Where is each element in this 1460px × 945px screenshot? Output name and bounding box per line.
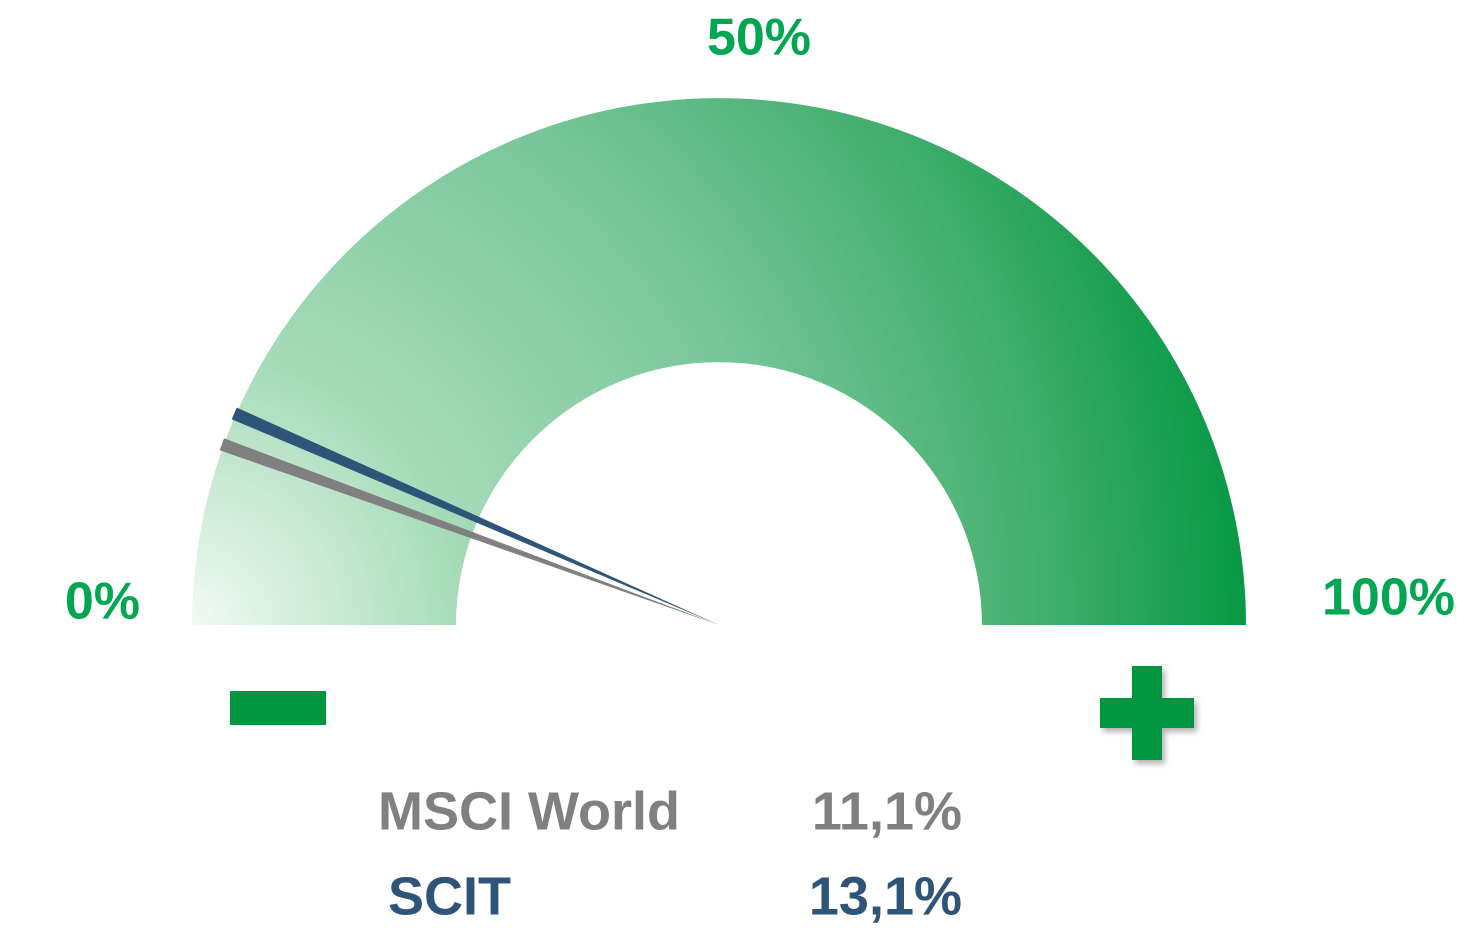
needle bbox=[231, 407, 719, 625]
legend-name: MSCI World bbox=[378, 781, 680, 841]
tick-label: 50% bbox=[707, 9, 811, 67]
tick-label: 100% bbox=[1322, 569, 1455, 627]
needle bbox=[219, 438, 719, 625]
minus-icon bbox=[230, 691, 326, 725]
legend-value: 13,1% bbox=[809, 866, 962, 926]
legend-value: 11,1% bbox=[812, 781, 962, 841]
legend-name: SCIT bbox=[388, 866, 511, 926]
gauge-arc bbox=[192, 98, 1246, 625]
tick-label: 0% bbox=[65, 573, 140, 631]
plus-icon bbox=[1100, 666, 1194, 760]
